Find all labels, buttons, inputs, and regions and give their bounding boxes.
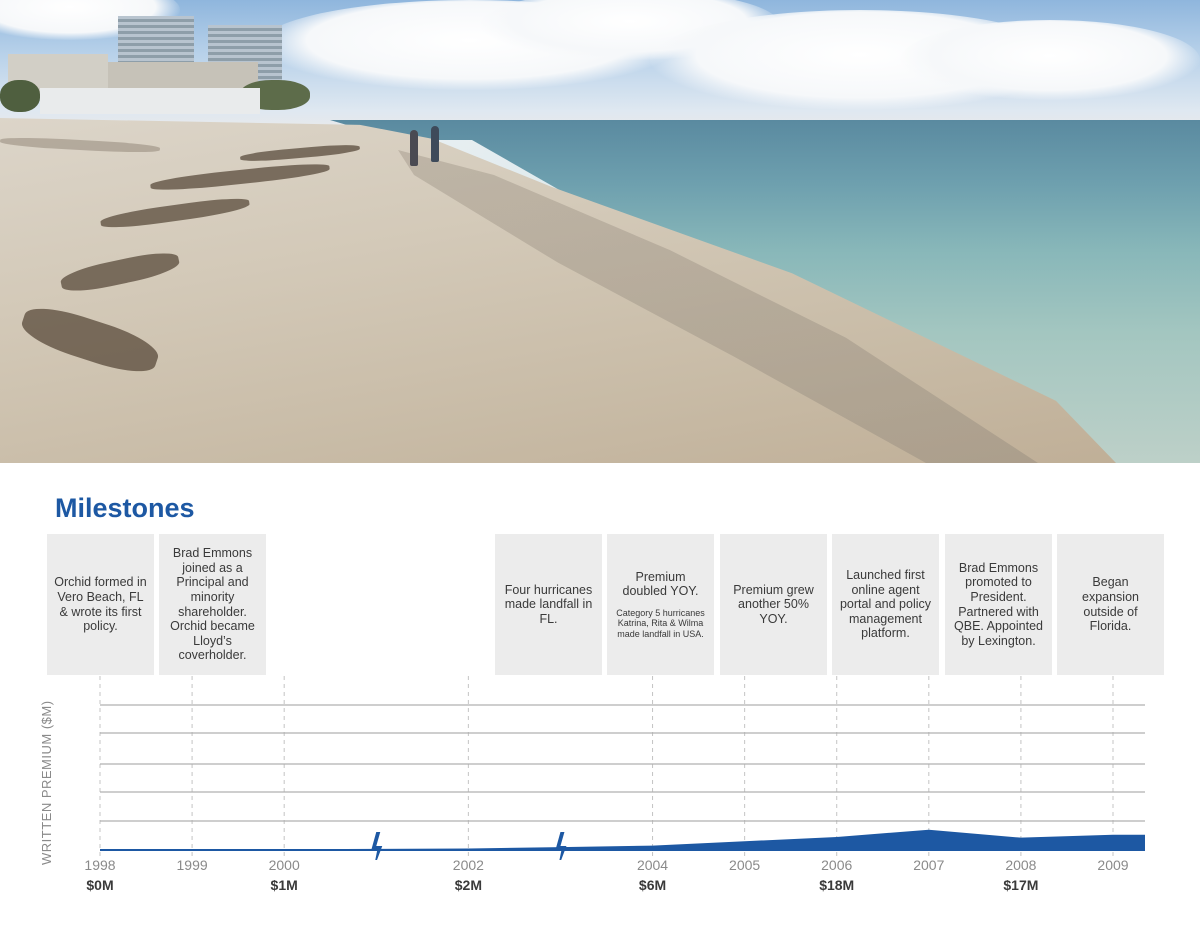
premium-label-2004: $6M [638, 877, 667, 893]
x-tick-label-2008: 2008 [1005, 857, 1037, 873]
premium-area-chart [99, 676, 1145, 860]
milestone-text: Brad Emmons joined as a Principal and mi… [170, 546, 255, 663]
premium-label-2000: $1M [270, 877, 298, 893]
milestone-card-2005: Premium doubled YOY. Category 5 hurrican… [607, 534, 714, 675]
milestone-card-2009: Began expansion outside of Florida. [1057, 534, 1164, 675]
lightning-bolt-icon [555, 832, 567, 860]
milestone-text: Premium grew another 50% YOY. [733, 582, 814, 626]
x-tick-label-2006: 2006 [821, 857, 853, 873]
premium-label-2002: $2M [454, 877, 482, 893]
milestone-text: Launched first online agent portal and p… [839, 568, 932, 641]
milestone-card-1999: Brad Emmons joined as a Principal and mi… [159, 534, 266, 675]
milestone-text: Premium doubled YOY. [622, 569, 699, 599]
lightning-bolt-icon [371, 832, 383, 860]
milestone-text: Brad Emmons promoted to President. Partn… [954, 560, 1043, 648]
milestone-card-2008: Brad Emmons promoted to President. Partn… [945, 534, 1052, 675]
x-tick-label-2005: 2005 [729, 857, 761, 873]
milestone-text: Orchid formed in Vero Beach, FL & wrote … [54, 575, 147, 634]
x-tick-label-2000: 2000 [268, 857, 300, 873]
premium-area [100, 829, 1145, 850]
premium-label-2006: $18M [819, 877, 855, 893]
beach-photo [0, 0, 1200, 463]
premium-label-2008: $17M [1003, 877, 1039, 893]
premium-label-1998: $0M [86, 877, 114, 893]
milestone-card-2007: Launched first online agent portal and p… [832, 534, 939, 675]
x-tick-label-2004: 2004 [636, 857, 669, 873]
x-tick-label-2002: 2002 [452, 857, 484, 873]
milestone-text: Began expansion outside of Florida. [1082, 575, 1139, 634]
milestone-card-2006: Premium grew another 50% YOY. [720, 534, 827, 675]
milestone-card-2004: Four hurricanes made landfall in FL. [495, 534, 602, 675]
milestone-note: Category 5 hurricanes Katrina, Rita & Wi… [616, 607, 705, 639]
x-tick-label-2009: 2009 [1097, 857, 1129, 873]
milestone-card-1998: Orchid formed in Vero Beach, FL & wrote … [47, 534, 154, 675]
x-tick-label-2007: 2007 [913, 857, 945, 873]
x-tick-label-1998: 1998 [84, 857, 116, 873]
x-tick-label-1999: 1999 [176, 857, 208, 873]
milestone-text: Four hurricanes made landfall in FL. [504, 582, 593, 626]
page-title: Milestones [55, 493, 195, 523]
